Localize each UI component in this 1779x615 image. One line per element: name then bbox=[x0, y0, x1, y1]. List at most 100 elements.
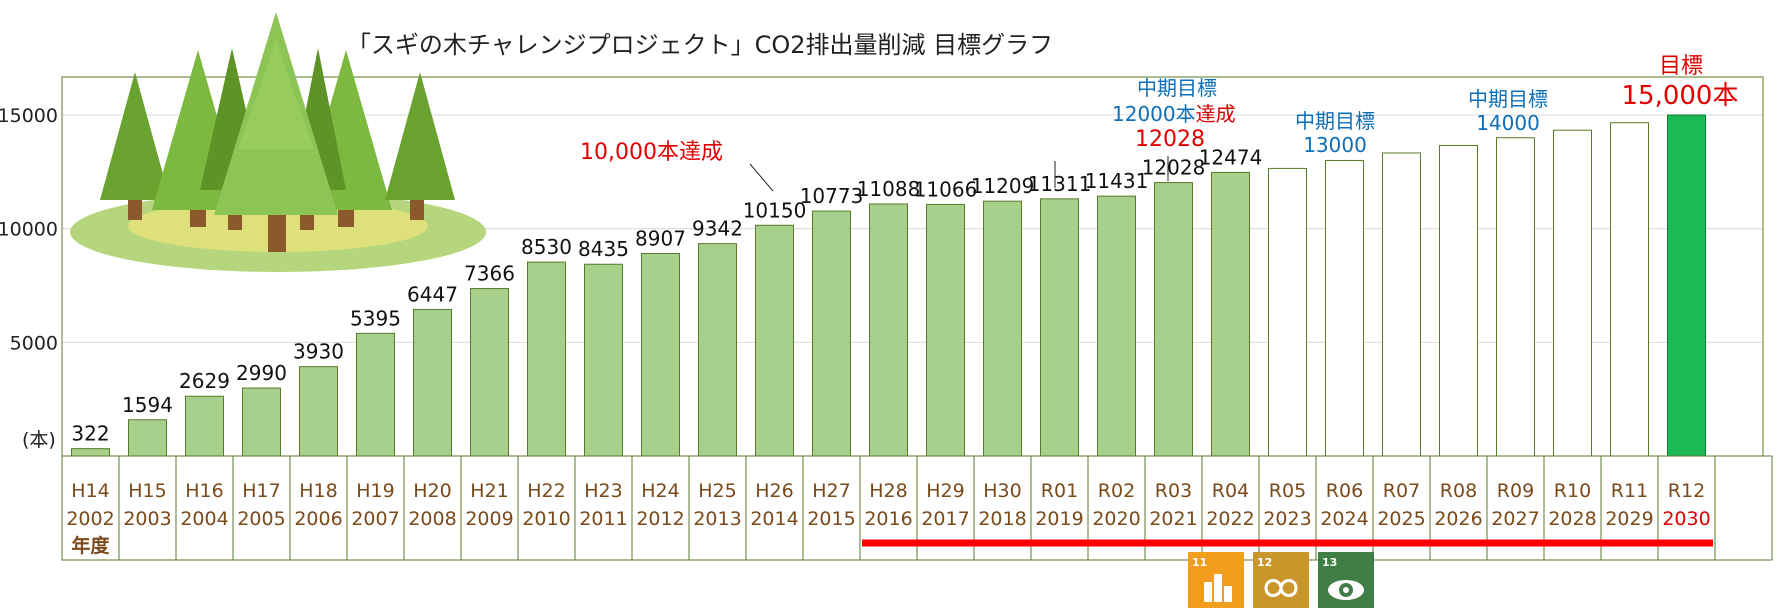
x-tick-era-R08: R08 bbox=[1440, 480, 1477, 502]
bar-R08 bbox=[1439, 144, 1478, 457]
data-label-H19: 5395 bbox=[350, 306, 401, 330]
annotations: 10,000本達成 中期目標 12000本達成 12028 中期目標 13000… bbox=[580, 54, 1738, 192]
x-tick-year-2002: 2002 bbox=[66, 508, 114, 530]
bar-H26 bbox=[755, 224, 794, 457]
bar-H20 bbox=[413, 308, 452, 457]
x-tick-year-2023: 2023 bbox=[1263, 508, 1311, 530]
x-tick-era-H19: H19 bbox=[356, 480, 394, 502]
x-tick-era-H24: H24 bbox=[641, 480, 679, 502]
x-tick-year-2007: 2007 bbox=[351, 508, 399, 530]
x-tick-year-2004: 2004 bbox=[180, 508, 228, 530]
x-tick-era-R04: R04 bbox=[1212, 480, 1249, 502]
bar-H25 bbox=[698, 243, 737, 457]
data-label-H26: 10150 bbox=[743, 198, 807, 222]
bar-R11 bbox=[1610, 122, 1649, 457]
bar-H17 bbox=[242, 387, 281, 457]
bar-H14 bbox=[71, 448, 110, 457]
sdg-icons: 11 12 13 bbox=[1188, 552, 1374, 608]
x-tick-era-H28: H28 bbox=[869, 480, 907, 502]
mid-target-14000-value: 14000 bbox=[1476, 111, 1540, 135]
x-tick-era-H27: H27 bbox=[812, 480, 850, 502]
bar-H22 bbox=[527, 261, 566, 457]
x-tick-year-2013: 2013 bbox=[693, 508, 741, 530]
bar-H24 bbox=[641, 253, 680, 457]
x-tick-era-R07: R07 bbox=[1383, 480, 1420, 502]
data-label-H17: 2990 bbox=[236, 361, 287, 385]
x-tick-era-H14: H14 bbox=[71, 480, 109, 502]
data-label-H29: 11066 bbox=[914, 177, 978, 201]
x-tick-year-2021: 2021 bbox=[1149, 508, 1197, 530]
x-tick-year-2015: 2015 bbox=[807, 508, 855, 530]
svg-text:11: 11 bbox=[1192, 556, 1207, 569]
data-label-H22: 8530 bbox=[521, 235, 572, 259]
x-tick-era-H30: H30 bbox=[983, 480, 1021, 502]
x-tick-year-2024: 2024 bbox=[1320, 508, 1368, 530]
x-tick-era-H22: H22 bbox=[527, 480, 565, 502]
data-label-H24: 8907 bbox=[635, 227, 686, 251]
bar-H30 bbox=[983, 200, 1022, 457]
y-axis: 5000 10000 15000 bbox=[0, 105, 58, 354]
data-label-H27: 10773 bbox=[800, 184, 864, 208]
x-tick-era-R03: R03 bbox=[1155, 480, 1192, 502]
x-tick-year-2014: 2014 bbox=[750, 508, 798, 530]
x-tick-year-2029: 2029 bbox=[1605, 508, 1653, 530]
x-tick-year-2026: 2026 bbox=[1434, 508, 1482, 530]
x-tick-year-2012: 2012 bbox=[636, 508, 684, 530]
mid-target-12000-achieved-count: 12028 bbox=[1135, 127, 1205, 152]
x-tick-year-2016: 2016 bbox=[864, 508, 912, 530]
x-tick-era-R09: R09 bbox=[1497, 480, 1534, 502]
y-tick-label: 5000 bbox=[10, 332, 58, 354]
mid-target-13000-heading: 中期目標 bbox=[1295, 109, 1375, 133]
data-label-H25: 9342 bbox=[692, 217, 743, 241]
x-tick-era-R06: R06 bbox=[1326, 480, 1363, 502]
x-tick-year-2008: 2008 bbox=[408, 508, 456, 530]
bar-H23 bbox=[584, 263, 623, 457]
bar-R07 bbox=[1382, 152, 1421, 457]
x-tick-era-H29: H29 bbox=[926, 480, 964, 502]
sdg-13-icon: 13 bbox=[1318, 552, 1374, 608]
bar-R03 bbox=[1154, 182, 1193, 457]
x-tick-year-2006: 2006 bbox=[294, 508, 342, 530]
y-tick-label: 10000 bbox=[0, 219, 58, 241]
data-label-H15: 1594 bbox=[122, 393, 173, 417]
x-tick-year-2019: 2019 bbox=[1035, 508, 1083, 530]
x-tick-era-H25: H25 bbox=[698, 480, 736, 502]
data-label-H16: 2629 bbox=[179, 369, 230, 393]
x-tick-era-H20: H20 bbox=[413, 480, 451, 502]
bar-H15 bbox=[128, 419, 167, 457]
x-tick-era-R02: R02 bbox=[1098, 480, 1135, 502]
bars bbox=[71, 114, 1706, 457]
x-tick-era-H18: H18 bbox=[299, 480, 337, 502]
x-tick-year-2010: 2010 bbox=[522, 508, 570, 530]
x-tick-year-2030: 2030 bbox=[1662, 508, 1710, 530]
cedar-forest-illustration bbox=[70, 12, 486, 272]
mid-target-14000-heading: 中期目標 bbox=[1468, 87, 1548, 111]
x-tick-year-2003: 2003 bbox=[123, 508, 171, 530]
x-tick-era-H15: H15 bbox=[128, 480, 166, 502]
x-axis-table: H14 2002 H15 2003 H16 2004 H17 2005 H18 2006 H19 20… bbox=[61, 455, 1773, 561]
mid-target-12000-heading: 中期目標 bbox=[1137, 76, 1217, 100]
bar-H19 bbox=[356, 332, 395, 457]
data-label-R03: 12028 bbox=[1142, 156, 1206, 180]
x-tick-era-H16: H16 bbox=[185, 480, 223, 502]
bar-H29 bbox=[926, 203, 965, 457]
x-tick-year-2018: 2018 bbox=[978, 508, 1026, 530]
milestone-10000-label: 10,000本達成 bbox=[580, 140, 723, 165]
x-tick-year-2009: 2009 bbox=[465, 508, 513, 530]
final-target-heading: 目標 bbox=[1659, 54, 1703, 79]
data-label-H30: 11209 bbox=[971, 174, 1035, 198]
bar-H27 bbox=[812, 210, 851, 457]
x-tick-year-2022: 2022 bbox=[1206, 508, 1254, 530]
bar-R05 bbox=[1268, 167, 1307, 457]
data-label-R02: 11431 bbox=[1085, 169, 1149, 193]
data-label-H20: 6447 bbox=[407, 282, 458, 306]
x-tick-year-2025: 2025 bbox=[1377, 508, 1425, 530]
x-tick-year-2011: 2011 bbox=[579, 508, 627, 530]
data-label-R04: 12474 bbox=[1199, 145, 1263, 169]
data-label-H23: 8435 bbox=[578, 237, 629, 261]
x-tick-era-H21: H21 bbox=[470, 480, 508, 502]
x-tick-year-2005: 2005 bbox=[237, 508, 285, 530]
bar-R12 bbox=[1667, 114, 1706, 457]
x-tick-era-H23: H23 bbox=[584, 480, 622, 502]
x-tick-year-2027: 2027 bbox=[1491, 508, 1539, 530]
